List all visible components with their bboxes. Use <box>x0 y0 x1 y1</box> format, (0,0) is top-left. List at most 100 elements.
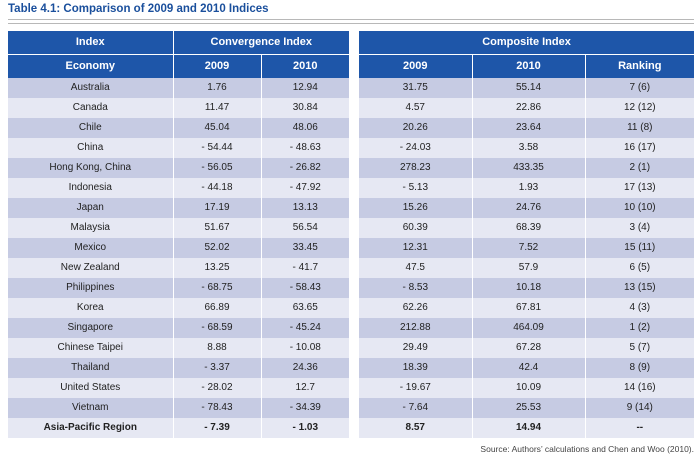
table-title: Table 4.1: Comparison of 2009 and 2010 I… <box>8 3 269 15</box>
cell-comp-2009: 278.23 <box>359 158 473 178</box>
cell-comp-2009: 62.26 <box>359 298 473 318</box>
cell-ranking: 4 (3) <box>584 298 695 318</box>
row-gap <box>349 338 360 358</box>
cell-economy: China <box>8 138 173 158</box>
table-row: Vietnam - 78.43- 34.39 - 7.64 25.53 9 (14) <box>8 398 695 418</box>
cell-economy: Mexico <box>8 238 173 258</box>
cell-ranking: 1 (2) <box>584 318 695 338</box>
row-gap <box>349 98 360 118</box>
row-gap <box>349 198 360 218</box>
cell-conv-2010: - 10.08 <box>260 338 350 358</box>
row-gap <box>349 138 360 158</box>
cell-conv-2009: - 56.05 <box>172 158 261 178</box>
cell-ranking: 17 (13) <box>584 178 695 198</box>
cell-conv-2009: 45.04 <box>172 118 261 138</box>
title-rule-top <box>8 19 694 20</box>
cell-conv-2010: - 41.7 <box>260 258 350 278</box>
cell-comp-2010: 14.94 <box>471 418 586 438</box>
cell-conv-2010: 33.45 <box>260 238 350 258</box>
table-row: United States - 28.02 12.7 - 19.67 10.09 14 (… <box>8 378 695 398</box>
cell-comp-2010: 68.39 <box>471 218 586 238</box>
cell-economy: Malaysia <box>8 218 173 238</box>
cell-ranking: -- <box>584 418 695 438</box>
cell-economy: Asia-Pacific Region <box>8 418 173 438</box>
header-economy: Economy <box>8 54 173 78</box>
table-row: Indonesia - 44.18- 47.92 - 5.13 1.93 17 (13) <box>8 178 695 198</box>
table-row: Hong Kong, China - 56.05- 26.82 278.23 433.… <box>8 158 695 178</box>
cell-comp-2009: 29.49 <box>359 338 473 358</box>
cell-comp-2010: 433.35 <box>471 158 586 178</box>
cell-comp-2010: 57.9 <box>471 258 586 278</box>
cell-conv-2009: 51.67 <box>172 218 261 238</box>
row-gap <box>349 378 360 398</box>
header-row-groups: Index Convergence Index Composite Index <box>8 31 695 55</box>
cell-economy: Chile <box>8 118 173 138</box>
table-row: New Zealand 13.25- 41.7 47.5 57.9 6 (5) <box>8 258 695 278</box>
cell-economy: Chinese Taipei <box>8 338 173 358</box>
cell-ranking: 8 (9) <box>584 358 695 378</box>
cell-ranking: 2 (1) <box>584 158 695 178</box>
row-gap <box>349 318 360 338</box>
cell-economy: Hong Kong, China <box>8 158 173 178</box>
cell-comp-2010: 24.76 <box>471 198 586 218</box>
cell-conv-2009: - 78.43 <box>172 398 261 418</box>
header-gap <box>349 54 360 78</box>
header-comp-2009: 2009 <box>359 54 473 78</box>
cell-ranking: 7 (6) <box>584 78 695 98</box>
cell-conv-2010: 48.06 <box>260 118 350 138</box>
row-gap <box>349 278 360 298</box>
table-row: China - 54.44- 48.63 - 24.03 3.58 16 (17) <box>8 138 695 158</box>
cell-comp-2010: 3.58 <box>471 138 586 158</box>
row-gap <box>349 358 360 378</box>
cell-conv-2010: 63.65 <box>260 298 350 318</box>
title-rule-bottom <box>8 23 694 24</box>
cell-conv-2009: - 44.18 <box>172 178 261 198</box>
cell-ranking: 6 (5) <box>584 258 695 278</box>
cell-conv-2009: - 54.44 <box>172 138 261 158</box>
cell-comp-2010: 22.86 <box>471 98 586 118</box>
header-conv-2010: 2010 <box>260 54 350 78</box>
cell-comp-2009: - 24.03 <box>359 138 473 158</box>
cell-conv-2010: - 47.92 <box>260 178 350 198</box>
table-row: Singapore - 68.59- 45.24 212.88 464.09 1 (2) <box>8 318 695 338</box>
cell-conv-2009: - 3.37 <box>172 358 261 378</box>
cell-comp-2009: - 8.53 <box>359 278 473 298</box>
cell-comp-2009: 15.26 <box>359 198 473 218</box>
cell-comp-2009: - 5.13 <box>359 178 473 198</box>
cell-conv-2009: 13.25 <box>172 258 261 278</box>
cell-conv-2010: - 34.39 <box>260 398 350 418</box>
cell-ranking: 13 (15) <box>584 278 695 298</box>
cell-conv-2010: - 1.03 <box>260 418 350 438</box>
header-composite-index: Composite Index <box>359 31 695 55</box>
cell-conv-2010: 56.54 <box>260 218 350 238</box>
table-row: Korea 66.89 63.65 62.26 67.81 4 (3) <box>8 298 695 318</box>
table-row: Thailand - 3.37 24.36 18.39 42.4 8 (9) <box>8 358 695 378</box>
indices-table: Index Convergence Index Composite Index … <box>8 31 695 438</box>
source-note: Source: Authors’ calculations and Chen a… <box>480 444 694 454</box>
cell-economy: Korea <box>8 298 173 318</box>
cell-conv-2010: 24.36 <box>260 358 350 378</box>
table-row: Australia 1.76 12.94 31.75 55.14 7 (6) <box>8 78 695 98</box>
cell-comp-2010: 67.81 <box>471 298 586 318</box>
row-gap <box>349 178 360 198</box>
header-row-columns: Economy 2009 2010 2009 2010 Ranking <box>8 54 695 78</box>
cell-comp-2009: 12.31 <box>359 238 473 258</box>
cell-conv-2010: - 45.24 <box>260 318 350 338</box>
cell-conv-2010: - 48.63 <box>260 138 350 158</box>
cell-ranking: 12 (12) <box>584 98 695 118</box>
table-row: Malaysia 51.67 56.54 60.39 68.39 3 (4) <box>8 218 695 238</box>
cell-comp-2009: 212.88 <box>359 318 473 338</box>
cell-conv-2009: - 7.39 <box>172 418 261 438</box>
cell-ranking: 9 (14) <box>584 398 695 418</box>
cell-economy: Vietnam <box>8 398 173 418</box>
row-gap <box>349 418 360 438</box>
cell-comp-2010: 7.52 <box>471 238 586 258</box>
cell-conv-2009: 52.02 <box>172 238 261 258</box>
cell-conv-2010: 13.13 <box>260 198 350 218</box>
cell-comp-2010: 25.53 <box>471 398 586 418</box>
cell-conv-2009: - 28.02 <box>172 378 261 398</box>
cell-comp-2009: 60.39 <box>359 218 473 238</box>
header-conv-2009: 2009 <box>172 54 261 78</box>
cell-ranking: 5 (7) <box>584 338 695 358</box>
table-row: Canada 11.47 30.84 4.57 22.86 12 (12) <box>8 98 695 118</box>
